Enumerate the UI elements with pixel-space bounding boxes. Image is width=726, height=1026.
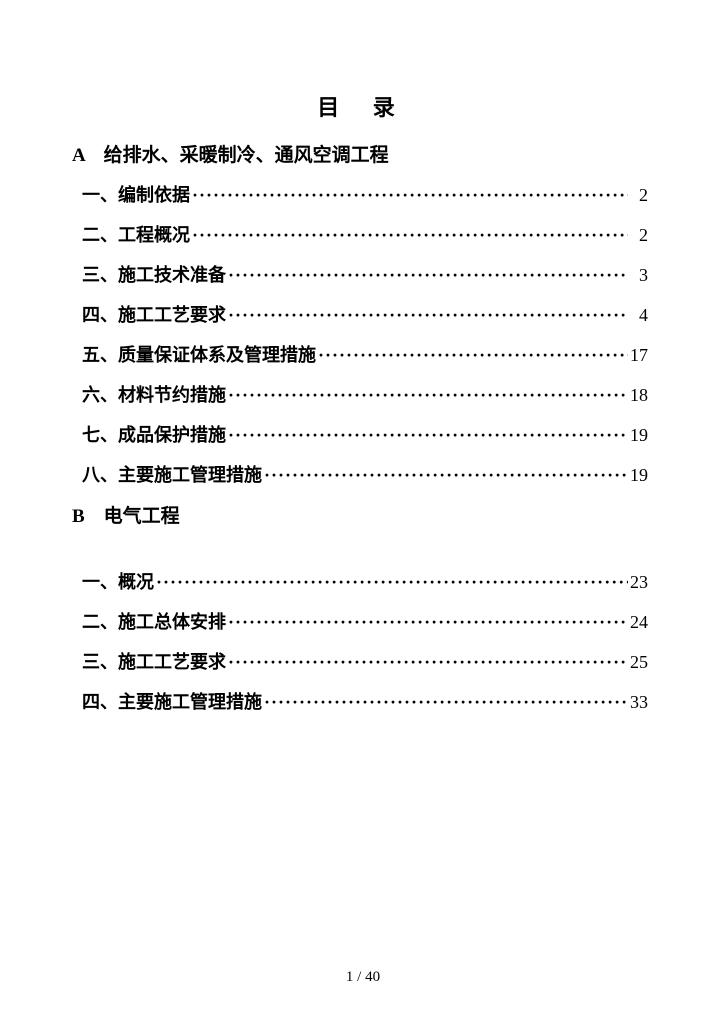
toc-entry-label: 三、施工工艺要求: [82, 648, 226, 674]
toc-entry-label: 四、主要施工管理措施: [82, 688, 262, 714]
toc-entry-page: 33: [628, 692, 656, 713]
toc-entry: 八、主要施工管理措施 19: [82, 461, 656, 487]
toc-dots: [226, 305, 628, 326]
toc-entry-label: 一、编制依据: [82, 181, 190, 207]
toc-dots: [262, 692, 628, 713]
toc-entry-page: 23: [628, 572, 656, 593]
toc-entry-label: 八、主要施工管理措施: [82, 461, 262, 487]
toc-dots: [190, 225, 628, 246]
toc-entry: 四、主要施工管理措施 33: [82, 688, 656, 714]
toc-entry: 三、施工工艺要求 25: [82, 648, 656, 674]
section-a-list: 一、编制依据 2 二、工程概况 2 三、施工技术准备 3 四、施工工艺要求 4 五、质量保证体系…: [70, 181, 656, 487]
toc-entry: 三、施工技术准备 3: [82, 261, 656, 287]
toc-entry-page: 4: [628, 305, 656, 326]
toc-entry: 二、施工总体安排 24: [82, 608, 656, 634]
toc-entry-page: 2: [628, 225, 656, 246]
toc-entry-page: 24: [628, 612, 656, 633]
toc-dots: [226, 652, 628, 673]
toc-entry-page: 2: [628, 185, 656, 206]
toc-entry-page: 19: [628, 425, 656, 446]
toc-entry-label: 二、施工总体安排: [82, 608, 226, 634]
toc-entry: 七、成品保护措施 19: [82, 421, 656, 447]
toc-entry-page: 3: [628, 265, 656, 286]
toc-dots: [226, 385, 628, 406]
toc-entry-page: 25: [628, 652, 656, 673]
toc-entry: 四、施工工艺要求 4: [82, 301, 656, 327]
section-a-heading: A 给排水、采暖制冷、通风空调工程: [70, 140, 656, 167]
toc-dots: [226, 265, 628, 286]
toc-dots: [226, 425, 628, 446]
toc-entry-label: 一、概况: [82, 568, 154, 594]
toc-entry: 二、工程概况 2: [82, 221, 656, 247]
toc-entry: 六、材料节约措施 18: [82, 381, 656, 407]
toc-entry: 一、概况 23: [82, 568, 656, 594]
section-b-heading: B 电气工程: [70, 501, 656, 528]
toc-entry-page: 19: [628, 465, 656, 486]
toc-entry-label: 三、施工技术准备: [82, 261, 226, 287]
toc-entry-label: 二、工程概况: [82, 221, 190, 247]
toc-entry-label: 六、材料节约措施: [82, 381, 226, 407]
toc-dots: [190, 185, 628, 206]
toc-entry-label: 七、成品保护措施: [82, 421, 226, 447]
toc-dots: [262, 465, 628, 486]
toc-dots: [154, 572, 628, 593]
toc-entry-label: 五、质量保证体系及管理措施: [82, 341, 316, 367]
toc-entry: 五、质量保证体系及管理措施 17: [82, 341, 656, 367]
toc-entry: 一、编制依据 2: [82, 181, 656, 207]
toc-entry-label: 四、施工工艺要求: [82, 301, 226, 327]
toc-title: 目 录: [70, 90, 656, 122]
section-b-list: 一、概况 23 二、施工总体安排 24 三、施工工艺要求 25 四、主要施工管理措施 33: [70, 568, 656, 714]
page-footer: 1 / 40: [0, 969, 726, 986]
toc-entry-page: 18: [628, 385, 656, 406]
toc-dots: [226, 612, 628, 633]
toc-entry-page: 17: [628, 345, 656, 366]
page-container: 目 录 A 给排水、采暖制冷、通风空调工程 一、编制依据 2 二、工程概况 2 三、施工…: [0, 0, 726, 714]
toc-dots: [316, 345, 628, 366]
